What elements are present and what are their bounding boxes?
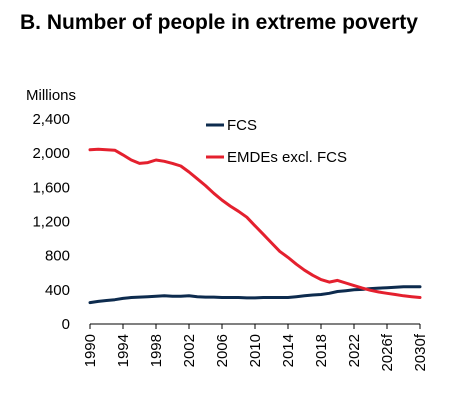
legend-label: EMDEs excl. FCS <box>227 149 347 166</box>
y-tick-label: 2,400 <box>32 111 70 128</box>
legend: FCS EMDEs excl. FCS <box>206 117 347 166</box>
x-tick-label: 1998 <box>148 334 165 367</box>
x-tick-label: 2030f <box>412 333 429 371</box>
x-tick-label: 2010 <box>247 334 264 367</box>
x-tick-label: 2014 <box>280 334 297 367</box>
x-tick-label: 2026f <box>379 333 396 371</box>
x-axis-ticks: 1990 1994 1998 2002 2006 2010 2014 2018 2022 2026… <box>82 324 429 372</box>
series-line-emdes-excl-fcs <box>88 147 422 299</box>
y-axis-ticks: 0 400 800 1,200 1,600 2,000 2,400 <box>32 111 70 333</box>
x-tick-label: 1994 <box>115 334 132 367</box>
plot-series <box>88 147 422 305</box>
x-tick-label: 2006 <box>214 334 231 367</box>
x-tick-label: 2022 <box>346 334 363 367</box>
legend-label: FCS <box>227 117 257 134</box>
y-tick-label: 400 <box>45 282 70 299</box>
y-axis-unit-label: Millions <box>26 87 76 104</box>
x-tick-label: 2018 <box>313 334 330 367</box>
y-tick-label: 0 <box>62 316 70 333</box>
y-tick-label: 1,200 <box>32 214 70 231</box>
y-tick-label: 1,600 <box>32 179 70 196</box>
chart-title: B. Number of people in extreme poverty <box>20 11 418 34</box>
x-tick-label: 1990 <box>82 334 99 367</box>
x-tick-label: 2002 <box>181 334 198 367</box>
y-tick-label: 2,000 <box>32 145 70 162</box>
y-tick-label: 800 <box>45 248 70 265</box>
